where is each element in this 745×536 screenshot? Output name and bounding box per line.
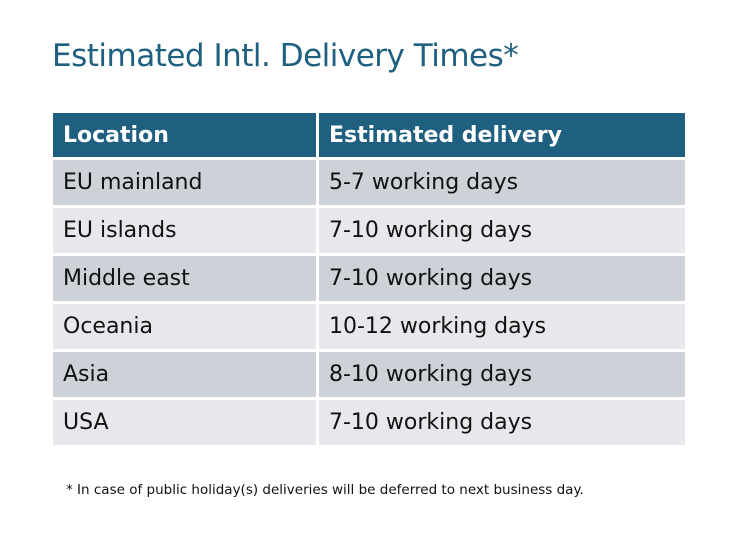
table-row: USA 7-10 working days: [53, 400, 685, 445]
column-header-location: Location: [53, 113, 316, 157]
location-cell: Middle east: [53, 256, 316, 301]
table-row: Oceania 10-12 working days: [53, 304, 685, 349]
location-cell: Oceania: [53, 304, 316, 349]
column-header-estimated-delivery: Estimated delivery: [319, 113, 685, 157]
footnote: * In case of public holiday(s) deliverie…: [66, 482, 584, 498]
table-row: EU mainland 5-7 working days: [53, 160, 685, 205]
table-header-row: Location Estimated delivery: [53, 113, 685, 157]
table-row: EU islands 7-10 working days: [53, 208, 685, 253]
table-row: Middle east 7-10 working days: [53, 256, 685, 301]
delivery-cell: 7-10 working days: [319, 208, 685, 253]
delivery-cell: 7-10 working days: [319, 400, 685, 445]
delivery-times-table: Location Estimated delivery EU mainland …: [50, 110, 688, 448]
location-cell: Asia: [53, 352, 316, 397]
delivery-cell: 7-10 working days: [319, 256, 685, 301]
delivery-cell: 5-7 working days: [319, 160, 685, 205]
delivery-cell: 8-10 working days: [319, 352, 685, 397]
delivery-cell: 10-12 working days: [319, 304, 685, 349]
location-cell: EU mainland: [53, 160, 316, 205]
location-cell: EU islands: [53, 208, 316, 253]
location-cell: USA: [53, 400, 316, 445]
table-row: Asia 8-10 working days: [53, 352, 685, 397]
page-title: Estimated Intl. Delivery Times*: [52, 38, 519, 74]
